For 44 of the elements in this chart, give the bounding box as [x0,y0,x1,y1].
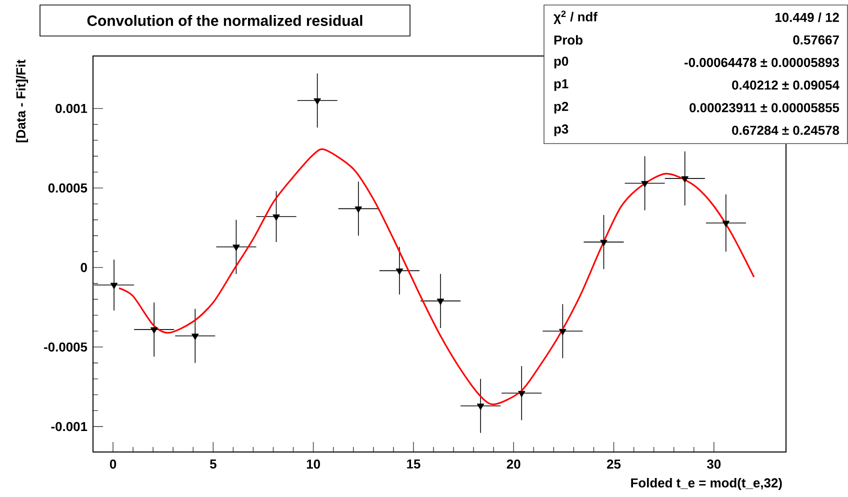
text: 0.57667 [793,35,839,44]
line-series [118,148,755,406]
x-tick-label: 5 [210,460,216,469]
point [232,244,240,252]
text: χ$^{2}$ / ndf [554,10,598,24]
y-tick-label: 0.0005 [48,183,88,193]
annotation: p3 [554,124,568,136]
point [722,220,730,228]
annotation: p1 [554,79,568,91]
point [641,181,648,188]
point [396,268,404,275]
point [681,176,689,183]
point [314,98,321,105]
x-tick-label: 25 [607,460,621,469]
point [559,328,566,336]
annotation: 0.40212 ± 0.09054 [732,80,840,90]
x-tick-label: 0 [110,460,116,469]
point [354,206,362,213]
point [272,214,280,221]
text: Prob [554,35,582,45]
point [436,298,444,306]
x-tick-label: 30 [707,460,721,469]
text: 10.449 / 12 [775,12,839,22]
point [600,240,608,246]
point [110,282,118,290]
y-tick-label: -0.0005 [44,342,88,352]
y-axis-title: [Data - Fit]/Fit [16,60,28,142]
chart-title: Convolution of the normalized residual [87,15,362,26]
y-tick-label: -0.001 [51,422,88,432]
x-axis-title: Folded t_e = mod(t_e,32) [631,478,782,490]
x-tick-label: 10 [306,460,320,469]
y-tick-label: 0.001 [56,104,88,114]
annotation: p0 [554,56,568,68]
annotation: 0.00023911 ± 0.00005855 [690,103,840,112]
point [150,327,158,334]
y-tick-label: 0 [80,262,87,272]
annotation: -0.00064478 ± 0.00005893 [684,58,839,68]
annotation: 0.67284 ± 0.24578 [732,126,840,135]
x-tick-label: 20 [506,460,520,469]
point [191,334,199,340]
x-tick-label: 15 [407,460,420,469]
point [518,390,526,398]
point [476,404,484,410]
annotation: p2 [554,102,568,114]
